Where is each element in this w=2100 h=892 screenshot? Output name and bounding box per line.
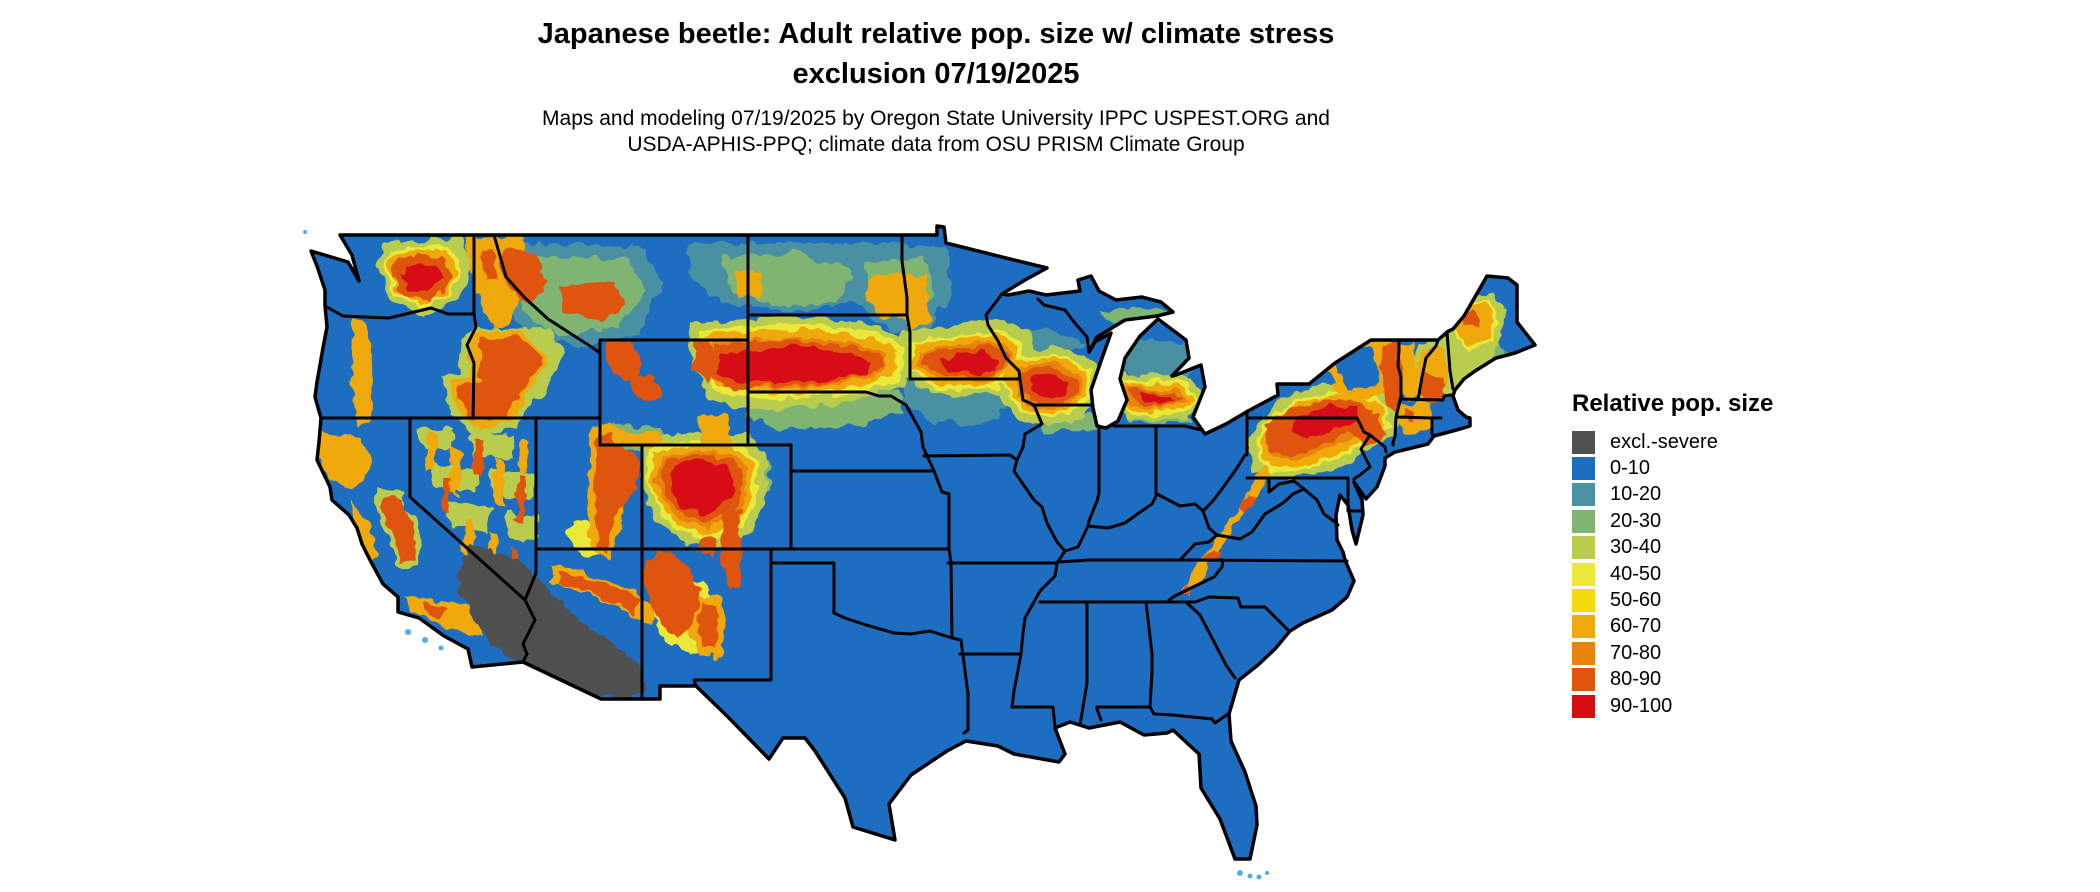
legend-item: 80-90	[1572, 667, 1773, 693]
legend-item-label: 20-30	[1610, 509, 1662, 532]
legend-swatch	[1572, 589, 1595, 613]
page-title: Japanese beetle: Adult relative pop. siz…	[236, 14, 1636, 94]
legend-item: 40-50	[1572, 561, 1773, 587]
legend-item: 60-70	[1572, 614, 1773, 640]
coastal-fringe-dots	[303, 230, 1269, 880]
legend-swatch	[1572, 457, 1595, 481]
subtitle: Maps and modeling 07/19/2025 by Oregon S…	[236, 106, 1636, 158]
legend-swatch	[1572, 562, 1595, 586]
legend-swatch	[1572, 483, 1595, 507]
legend-item-label: 50-60	[1610, 589, 1662, 612]
legend-swatch	[1572, 536, 1595, 560]
legend-item-label: 90-100	[1610, 694, 1673, 717]
legend-swatch	[1572, 641, 1595, 665]
legend-item-label: 10-20	[1610, 483, 1662, 506]
legend-swatch	[1572, 509, 1595, 533]
legend-item-label: excl.-severe	[1610, 430, 1718, 453]
subtitle-line1: Maps and modeling 07/19/2025 by Oregon S…	[542, 107, 1330, 130]
legend-item-label: 70-80	[1610, 641, 1662, 664]
legend-item: excl.-severe	[1572, 429, 1773, 455]
legend-item-label: 0-10	[1610, 457, 1651, 480]
legend-title: Relative pop. size	[1572, 390, 1774, 417]
title-line1: Japanese beetle: Adult relative pop. siz…	[537, 18, 1335, 50]
legend: Relative pop. size excl.-severe 0-10 10-20…	[1572, 390, 1773, 719]
legend-swatch	[1572, 430, 1595, 454]
header: Japanese beetle: Adult relative pop. siz…	[236, 14, 1636, 158]
legend-item-label: 60-70	[1610, 615, 1662, 638]
heat-layer	[312, 236, 1520, 700]
legend-item-label: 80-90	[1610, 668, 1662, 691]
legend-item: 30-40	[1572, 535, 1773, 561]
legend-swatch	[1572, 694, 1595, 718]
legend-swatch	[1572, 668, 1595, 692]
legend-swatch	[1572, 615, 1595, 639]
legend-item: 90-100	[1572, 693, 1773, 719]
title-line2: exclusion 07/19/2025	[792, 58, 1080, 90]
legend-item: 0-10	[1572, 455, 1773, 481]
legend-item: 10-20	[1572, 482, 1773, 508]
legend-item: 20-30	[1572, 508, 1773, 534]
legend-items: excl.-severe 0-10 10-20 20-30 30-40 40-50 50-6…	[1572, 429, 1773, 719]
legend-item: 50-60	[1572, 587, 1773, 613]
legend-item-label: 30-40	[1610, 536, 1662, 559]
legend-item-label: 40-50	[1610, 562, 1662, 585]
subtitle-line2: USDA-APHIS-PPQ; climate data from OSU PR…	[627, 133, 1245, 156]
legend-item: 70-80	[1572, 640, 1773, 666]
